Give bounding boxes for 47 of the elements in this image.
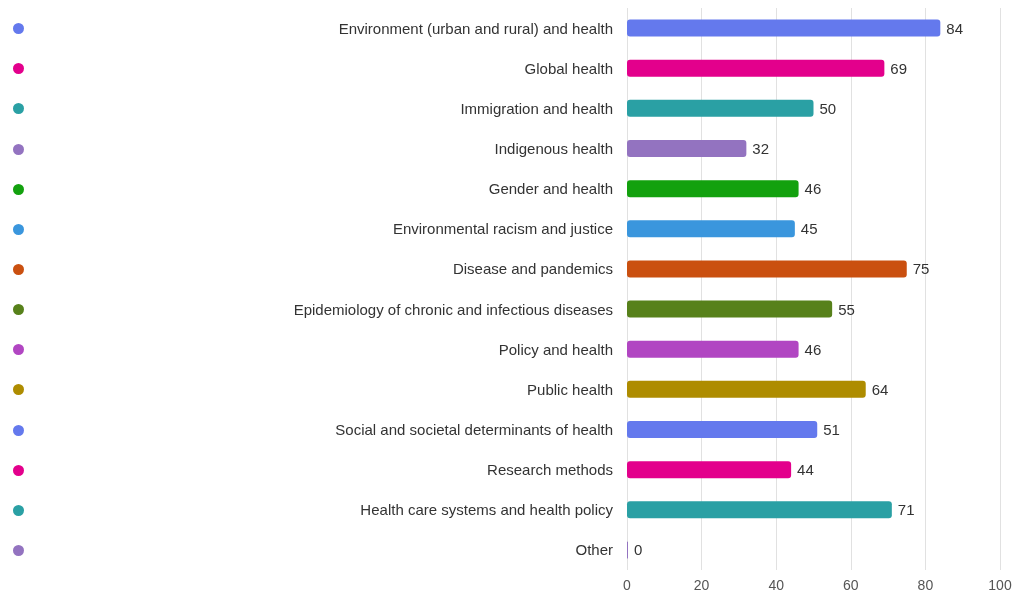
- data-label: 71: [897, 501, 915, 519]
- data-label: 45: [800, 220, 818, 238]
- bar: [627, 19, 941, 37]
- data-label: 69: [890, 59, 908, 77]
- x-tick-label: 100: [988, 577, 1012, 593]
- x-tick-label: 0: [623, 577, 632, 593]
- bar: [627, 180, 799, 198]
- y-tick-label: Research methods: [487, 461, 613, 479]
- bar: [627, 340, 799, 358]
- data-label: 55: [838, 300, 855, 318]
- y-tick-label: Public health: [527, 380, 613, 398]
- y-tick-label: Environmental racism and justice: [392, 220, 613, 238]
- y-tick-label: Immigration and health: [460, 99, 613, 117]
- bar: [627, 421, 818, 438]
- y-tick-label: Health care systems and health policy: [360, 501, 614, 519]
- bar: [627, 380, 866, 398]
- data-label: 46: [804, 180, 822, 198]
- data-label: 0: [634, 541, 643, 559]
- bar: [627, 220, 795, 238]
- bar: [627, 59, 885, 77]
- bar: [627, 461, 792, 479]
- y-tick-label: Environment (urban and rural) and health: [338, 19, 613, 37]
- y-tick-label: Policy and health: [498, 340, 613, 358]
- data-label: 32: [752, 140, 770, 157]
- y-tick-label: Epidemiology of chronic and infectious diseases: [293, 300, 613, 318]
- x-tick-label: 40: [768, 577, 785, 593]
- data-label: 44: [797, 461, 814, 479]
- y-tick-label: Disease and pandemics: [452, 260, 613, 278]
- x-tick-label: 20: [693, 577, 710, 593]
- bar: [627, 140, 747, 157]
- bar: [627, 99, 814, 117]
- bar: [627, 260, 907, 278]
- y-tick-label: Other: [575, 541, 613, 559]
- data-label: 46: [804, 340, 822, 358]
- y-tick-label: Indigenous health: [494, 140, 613, 157]
- y-tick-label: Gender and health: [488, 180, 613, 198]
- bar: [627, 300, 833, 318]
- data-label: 51: [823, 421, 840, 438]
- data-label: 84: [946, 19, 964, 37]
- x-tick-label: 60: [843, 577, 859, 593]
- x-tick-label: 80: [917, 577, 934, 593]
- data-label: 64: [871, 380, 889, 398]
- bar: [627, 501, 892, 519]
- data-label: 50: [819, 99, 837, 117]
- y-tick-label: Social and societal determinants of health: [335, 421, 613, 438]
- y-tick-label: Global health: [524, 59, 613, 77]
- data-label: 75: [912, 260, 930, 278]
